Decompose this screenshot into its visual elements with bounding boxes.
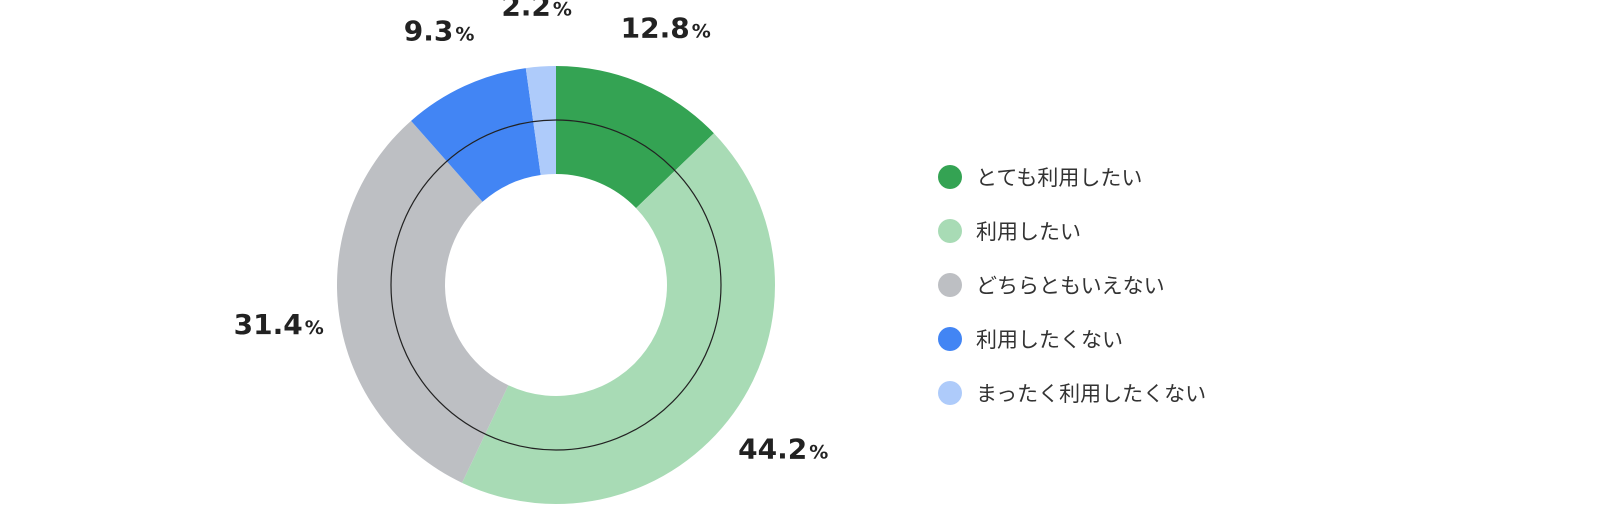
legend-label: 利用したくない: [976, 328, 1123, 352]
value-label-1: 12.8%: [621, 11, 711, 44]
slice-1: [556, 66, 714, 209]
value-label-4: 9.3%: [404, 15, 475, 48]
legend-swatch: [938, 273, 962, 297]
slice-3: [337, 120, 509, 483]
legend-swatch: [938, 219, 962, 243]
inner-ring-outline: [390, 119, 722, 451]
slice-4: [411, 68, 541, 202]
legend-item-4: 利用したくない: [938, 312, 1206, 366]
legend-item-2: 利用したい: [938, 204, 1206, 258]
legend-item-1: とても利用したい: [938, 150, 1206, 204]
donut-slices: [337, 66, 775, 504]
legend-swatch: [938, 165, 962, 189]
legend-swatch: [938, 327, 962, 351]
legend-label: 利用したい: [976, 220, 1081, 244]
value-labels: 12.8 % 44.2 % 31.4 % 9.3 % 2.2%: [234, 0, 829, 466]
legend: とても利用したい 利用したいどちらともいえない 利用したくないまったく利用したくない: [938, 150, 1206, 420]
value-label-3: 31.4%: [234, 308, 324, 341]
value-label-5: 2.2%: [501, 0, 572, 23]
legend-label: どちらともいえない: [976, 274, 1165, 298]
legend-label: とても利用したい: [976, 166, 1143, 190]
slice-2: [462, 133, 775, 504]
legend-swatch: [938, 381, 962, 405]
value-label-2: 44.2%: [738, 433, 828, 466]
legend-item-3: どちらともいえない: [938, 258, 1206, 312]
legend-item-5: まったく利用したくない: [938, 366, 1206, 420]
legend-label: まったく利用したくない: [976, 382, 1207, 406]
